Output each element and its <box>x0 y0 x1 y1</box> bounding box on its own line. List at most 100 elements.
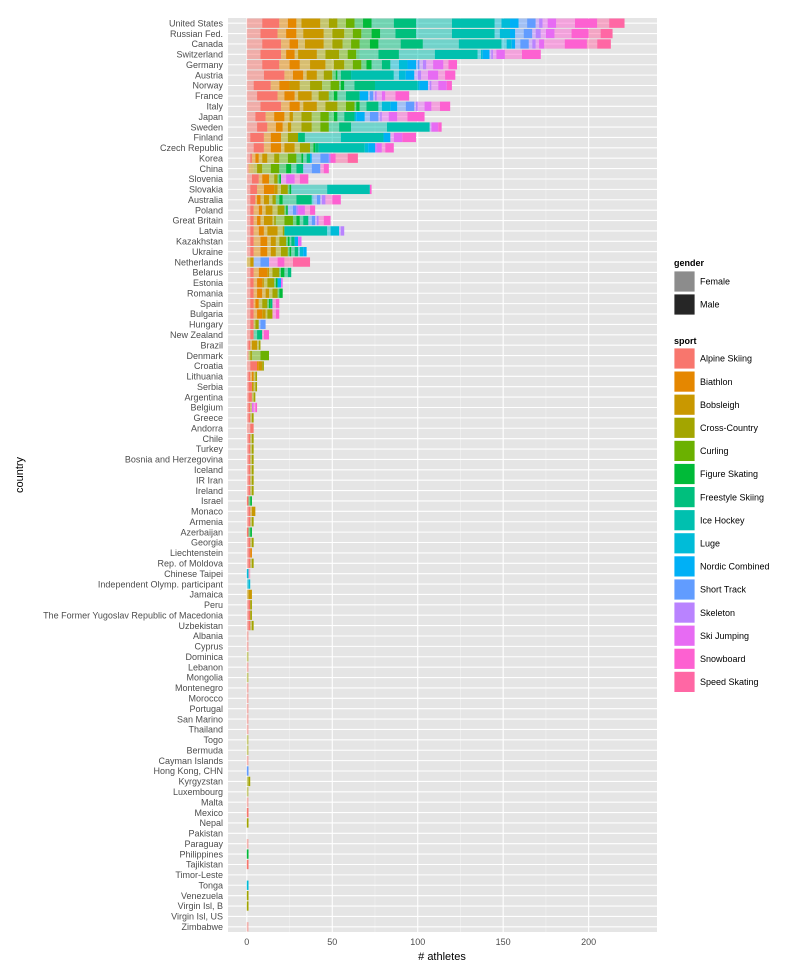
bar-segment-male <box>284 143 295 153</box>
bar-segment-female <box>477 49 481 60</box>
bar-segment-male <box>287 18 297 28</box>
bar-segment-female <box>291 163 297 174</box>
bar-segment-female <box>246 724 249 735</box>
country-tick-label: Bermuda <box>186 745 223 755</box>
bar-segment-male <box>251 444 254 454</box>
bar-segment-male <box>263 215 273 226</box>
legend-label: Cross-Country <box>700 423 759 433</box>
bar-segment-male <box>250 298 254 309</box>
legend-label: Skeleton <box>700 608 735 618</box>
bar-segment-male <box>345 91 360 101</box>
bar-segment-female <box>421 70 428 80</box>
country-tick-label: Denmark <box>186 351 223 361</box>
bar-segment-male <box>253 392 256 402</box>
country-tick-label: Kazakhstan <box>176 237 223 247</box>
bar-segment-male <box>250 236 254 246</box>
bar-segment-female <box>246 517 249 527</box>
bar-segment-male <box>395 28 417 39</box>
bar-segment-female <box>246 465 249 475</box>
bar-segment-female <box>246 392 249 402</box>
bar-segment-male <box>258 226 264 236</box>
bar-segment-female <box>246 174 252 184</box>
bar-segment-female <box>289 236 292 246</box>
bar-segment-female <box>246 735 249 745</box>
bar-segment-male <box>255 402 258 413</box>
bar-segment-male <box>351 70 394 80</box>
bar-segment-female <box>250 371 252 382</box>
bar-segment-female <box>540 28 546 39</box>
bar-segment-male <box>250 278 254 288</box>
bar-segment-male <box>246 890 249 901</box>
legend-key-sport <box>673 671 696 693</box>
bar-segment-female <box>378 111 381 122</box>
country-tick-label: Greece <box>193 413 223 423</box>
bar-segment-female <box>246 39 263 49</box>
bar-segment-female <box>246 195 251 205</box>
country-tick-label: Australia <box>188 195 223 205</box>
legend-title-gender: gender <box>674 258 705 268</box>
country-tick-label: Latvia <box>199 226 223 236</box>
bar-segment-male <box>262 18 280 28</box>
bar-segment-male <box>501 18 511 28</box>
legend-key-sport <box>673 578 696 601</box>
bar-segment-female <box>269 288 273 298</box>
bar-segment-male <box>250 361 258 371</box>
bar-segment-female <box>427 80 430 91</box>
bar-segment-male <box>246 880 249 890</box>
bar-segment-female <box>246 163 249 174</box>
bar-segment-male <box>246 859 249 870</box>
bar-segment-female <box>344 60 353 70</box>
bar-segment-female <box>265 111 275 122</box>
bar-segment-male <box>296 205 299 215</box>
bar-segment-male <box>280 278 283 288</box>
country-tick-label: Poland <box>195 205 223 215</box>
bar-segment-female <box>277 288 280 298</box>
bar-segment-male <box>289 39 299 49</box>
bar-segment-female <box>246 485 249 496</box>
bar-segment-female <box>337 91 346 101</box>
bar-segment-male <box>332 28 345 39</box>
bar-segment-male <box>510 18 519 28</box>
bar-segment-male <box>284 91 295 101</box>
bar-segment-female <box>246 371 249 382</box>
bar-segment-male <box>496 49 505 60</box>
bar-segment-female <box>246 600 249 610</box>
bar-segment-female <box>339 49 348 60</box>
bar-segment-male <box>369 111 379 122</box>
bar-segment-female <box>275 195 280 205</box>
bar-segment-female <box>393 70 399 80</box>
bar-segment-male <box>286 163 292 174</box>
country-tick-label: The Former Yugoslav Republic of Macedoni… <box>43 610 223 620</box>
bar-segment-male <box>429 80 432 91</box>
country-tick-label: Austria <box>195 70 223 80</box>
bar-segment-male <box>315 143 319 153</box>
country-tick-label: Azerbaijan <box>180 527 223 537</box>
legend-key-sport <box>673 601 696 624</box>
bar-segment-male <box>270 143 281 153</box>
bar-segment-male <box>257 91 278 101</box>
bar-segment-female <box>246 288 251 298</box>
bar-segment-female <box>380 28 396 39</box>
bar-segment-female <box>325 60 334 70</box>
bar-segment-male <box>291 236 295 246</box>
bar-segment-female <box>364 111 370 122</box>
bar-segment-male <box>422 60 427 70</box>
bar-segment-female <box>253 236 261 246</box>
country-tick-label: Argentina <box>184 392 223 402</box>
bar-segment-male <box>258 267 268 278</box>
bar-segment-female <box>371 60 382 70</box>
bar-segment-male <box>263 70 285 80</box>
bar-segment-male <box>431 122 439 132</box>
bar-segment-male <box>330 153 336 163</box>
bar-segment-male <box>277 257 285 267</box>
bar-segment-female <box>246 111 256 122</box>
legend-title-sport: sport <box>674 336 697 346</box>
bar-segment-male <box>262 39 281 49</box>
bar-segment-male <box>351 39 360 49</box>
bar-segment-male <box>369 91 374 101</box>
bar-segment-female <box>246 215 251 226</box>
bar-segment-male <box>257 278 263 288</box>
bar-segment-male <box>340 70 352 80</box>
bar-segment-female <box>246 361 251 371</box>
